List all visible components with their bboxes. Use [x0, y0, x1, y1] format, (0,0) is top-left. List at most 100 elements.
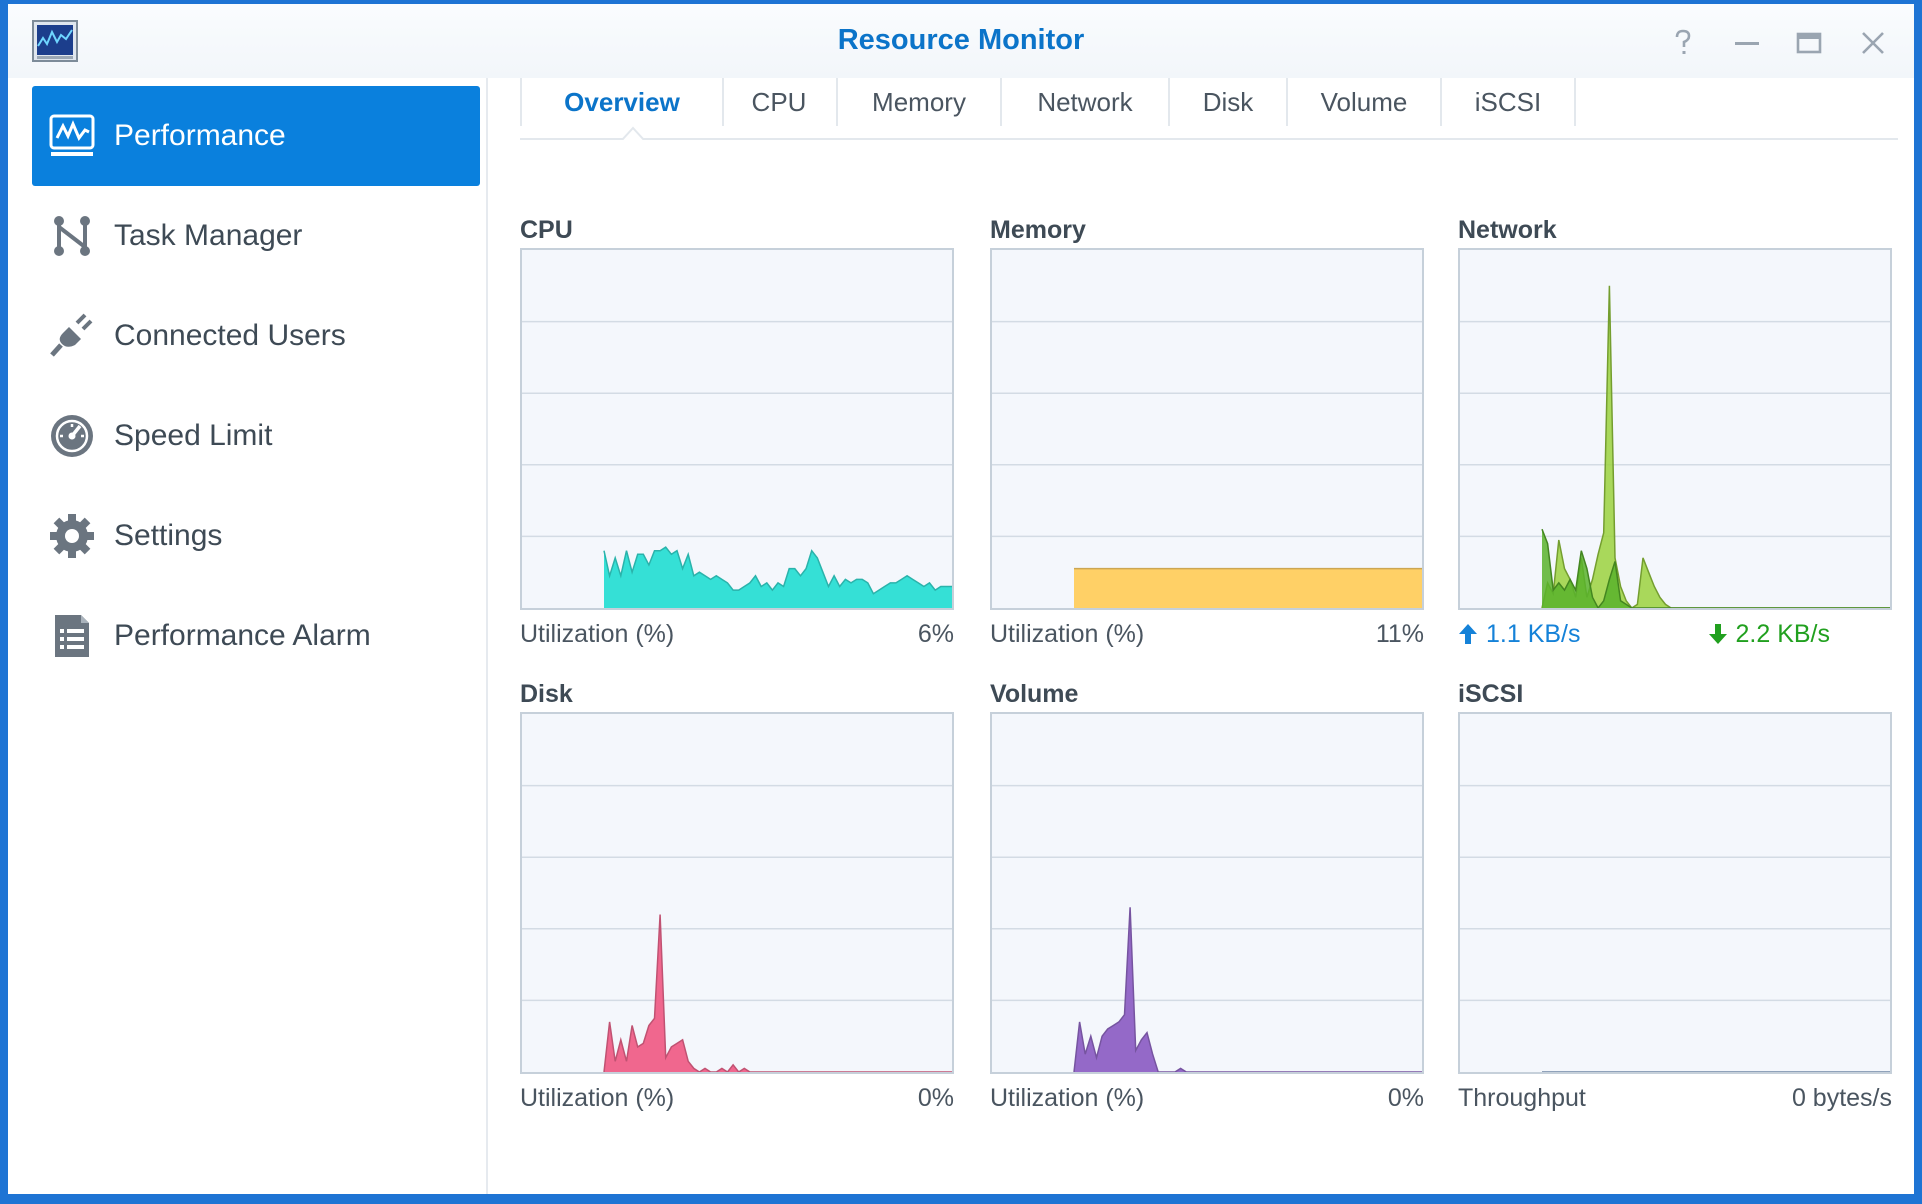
series-area: [1074, 568, 1422, 608]
sidebar-item-performance-alarm[interactable]: Performance Alarm: [32, 586, 480, 686]
tab-memory[interactable]: Memory: [838, 78, 1002, 126]
memory-chart: [990, 248, 1424, 610]
iscsi-chart: [1458, 712, 1892, 1074]
volume-widget[interactable]: Volume Utilization (%) 0%: [990, 680, 1424, 1114]
network-widget[interactable]: Network 1.1 KB/s 2.2 KB/s: [1458, 216, 1892, 650]
minimize-button[interactable]: [1732, 28, 1762, 58]
tab-label: Overview: [564, 86, 680, 117]
tab-label: iSCSI: [1474, 86, 1542, 117]
sidebar-item-performance[interactable]: Performance: [32, 86, 480, 186]
task-manager-icon: [48, 212, 96, 260]
question-icon: [1675, 29, 1691, 54]
footer-value: 11%: [1375, 619, 1424, 648]
download-arrow-icon: [1708, 624, 1727, 644]
sidebar-item-settings[interactable]: Settings: [32, 486, 480, 586]
volume-chart: [990, 712, 1424, 1074]
tab-label: Memory: [872, 86, 966, 117]
series-line: [603, 914, 952, 1072]
maximize-button[interactable]: [1794, 28, 1824, 58]
window-title: Resource Monitor: [837, 24, 1085, 56]
cpu-chart-svg: [522, 320, 952, 608]
title-bar[interactable]: Resource Monitor: [8, 4, 1914, 78]
upload-value: 1.1 KB/s: [1486, 619, 1581, 648]
sidebar-item-speed-limit[interactable]: Speed Limit: [32, 386, 480, 486]
performance-icon: [48, 112, 96, 160]
iscsi-chart-svg: [1460, 784, 1890, 1072]
sidebar-item-connected-users[interactable]: Connected Users: [32, 286, 480, 386]
sidebar: Performance Task Manager: [8, 78, 486, 1194]
footer-label: Utilization (%): [520, 1083, 675, 1112]
tab-volume[interactable]: Volume: [1288, 78, 1442, 126]
upload-arrow-icon: [1459, 624, 1477, 644]
widget-footer: Utilization (%) 0%: [520, 1082, 954, 1114]
help-button[interactable]: [1668, 28, 1698, 58]
cpu-widget[interactable]: CPU Utilization (%) 6%: [520, 216, 954, 650]
widget-title: CPU: [520, 216, 573, 244]
tab-iscsi[interactable]: iSCSI: [1442, 78, 1576, 126]
footer-value: 6%: [917, 619, 954, 648]
disk-chart: [520, 712, 954, 1074]
download-value: 2.2 KB/s: [1735, 619, 1831, 648]
widget-title: Memory: [990, 216, 1086, 244]
sidebar-item-label: Performance: [114, 119, 286, 152]
series-area-upload: [1542, 529, 1890, 608]
footer-value: 0%: [1387, 1083, 1424, 1112]
iscsi-widget[interactable]: iSCSI Throughput 0 bytes/s: [1458, 680, 1892, 1114]
sidebar-item-label: Performance Alarm: [114, 619, 371, 652]
upload-rate: 1.1 KB/s: [1458, 620, 1581, 649]
series-line: [1073, 907, 1422, 1072]
speedometer-icon: [48, 412, 96, 460]
series-line-upload: [1541, 528, 1890, 608]
sidebar-item-label: Connected Users: [114, 319, 346, 352]
tab-label: Disk: [1202, 86, 1254, 117]
series-area: [604, 547, 952, 608]
sidebar-item-task-manager[interactable]: Task Manager: [32, 186, 480, 286]
close-button[interactable]: [1858, 28, 1888, 58]
widget-title: iSCSI: [1458, 680, 1524, 708]
footer-label: Throughput: [1458, 1083, 1586, 1112]
footer-label: Utilization (%): [520, 619, 675, 648]
tab-overview[interactable]: Overview: [520, 78, 724, 126]
widget-footer: Utilization (%) 11%: [990, 618, 1424, 650]
series-line: [603, 546, 952, 595]
sidebar-item-label: Settings: [114, 519, 223, 552]
widget-footer: Throughput 0 bytes/s: [1458, 1082, 1892, 1114]
sidebar-divider: [486, 78, 488, 1194]
resource-monitor-app-icon: [32, 20, 78, 62]
widget-footer: Utilization (%) 0%: [990, 1082, 1424, 1114]
disk-widget[interactable]: Disk Utilization (%) 0%: [520, 680, 954, 1114]
gear-icon: [48, 512, 96, 560]
sidebar-item-label: Task Manager: [114, 219, 303, 252]
cpu-chart: [520, 248, 954, 610]
widget-title: Disk: [520, 680, 573, 708]
memory-chart-svg: [992, 320, 1422, 608]
tab-disk[interactable]: Disk: [1170, 78, 1288, 126]
series-area: [1074, 907, 1422, 1072]
footer-value: 0%: [917, 1083, 954, 1112]
minimize-icon: [1735, 42, 1759, 45]
download-rate: 2.2 KB/s: [1708, 619, 1831, 649]
tab-network[interactable]: Network: [1002, 78, 1170, 126]
tab-label: Network: [1037, 86, 1133, 117]
footer-label: Utilization (%): [990, 619, 1145, 648]
widget-footer: Utilization (%) 6%: [520, 618, 954, 650]
series-line-download: [1541, 285, 1890, 608]
network-chart-svg: [1460, 285, 1890, 608]
resource-monitor-window: Resource Monitor: [8, 4, 1914, 1194]
plug-icon: [48, 312, 96, 360]
series-area-download: [1542, 285, 1890, 608]
sidebar-item-label: Speed Limit: [114, 419, 273, 452]
widget-title: Volume: [990, 680, 1079, 708]
document-list-icon: [48, 612, 96, 660]
memory-widget[interactable]: Memory Utilization (%) 11%: [990, 216, 1424, 650]
footer-value: 0 bytes/s: [1791, 1083, 1892, 1112]
footer-label: Utilization (%): [990, 1083, 1145, 1112]
disk-chart-svg: [522, 784, 952, 1072]
network-chart: [1458, 248, 1892, 610]
active-tab-pointer: [622, 126, 644, 140]
close-icon: [1862, 32, 1884, 54]
tab-cpu[interactable]: CPU: [722, 78, 838, 126]
maximize-icon: [1796, 32, 1822, 54]
series-area: [604, 914, 952, 1072]
tab-label: CPU: [751, 86, 807, 117]
